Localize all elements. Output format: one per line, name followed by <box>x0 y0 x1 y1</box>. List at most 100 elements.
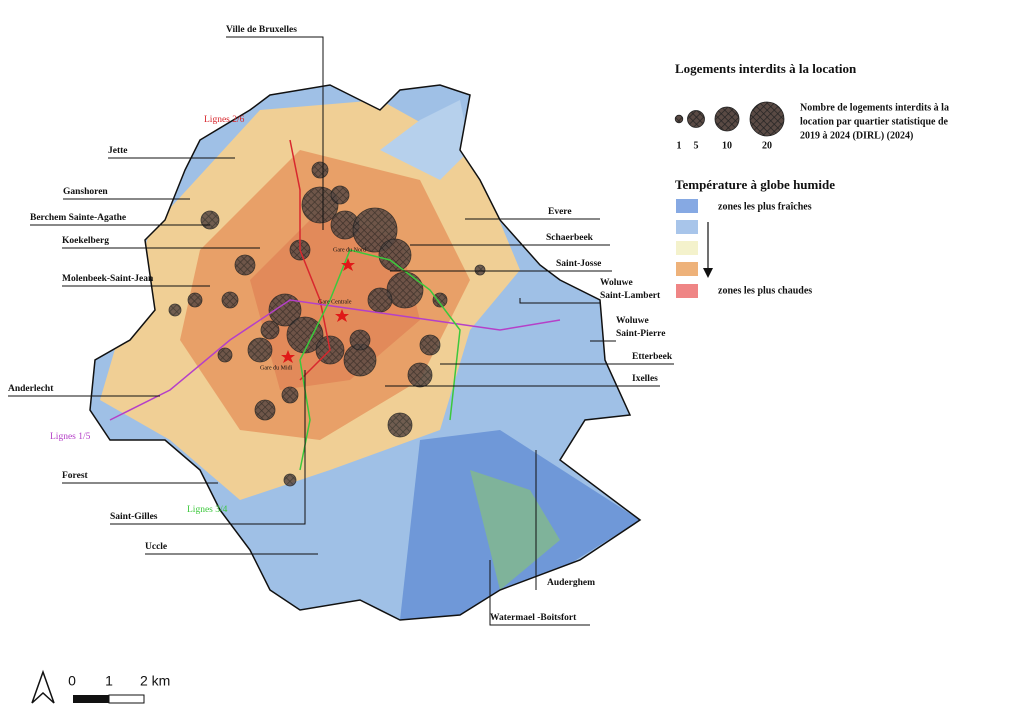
hatched-circle <box>432 292 448 308</box>
hatched-circle <box>283 473 297 487</box>
hatched-circle <box>281 386 299 404</box>
scale-bar: 0 1 2 km <box>31 669 170 704</box>
hatched-circle <box>378 238 412 272</box>
legend: Logements interdits à la location 1 5 10 20… <box>674 61 949 298</box>
metro-line-label: Lignes 1/5 <box>50 432 91 442</box>
metro-line-label: Lignes 3/4 <box>187 505 228 515</box>
hatched-circle <box>247 337 273 363</box>
temperature-title: Température à globe humide <box>675 177 835 192</box>
scale-segment <box>73 695 109 703</box>
hatched-circle <box>168 303 182 317</box>
size-description: location par quartier statistique de <box>800 116 949 127</box>
commune-label: Etterbeek <box>632 352 673 362</box>
leader-line <box>226 36 324 230</box>
hatched-circle <box>311 161 329 179</box>
commune-label: Forest <box>62 471 89 481</box>
commune-label: Molenbeek-Saint-Jean <box>62 274 154 284</box>
commune-label: Schaerbeek <box>546 233 594 243</box>
hatched-circle <box>254 399 276 421</box>
station-label: Gare Centrale <box>318 299 352 305</box>
size-label: 5 <box>694 140 699 151</box>
hatched-circle <box>268 293 302 327</box>
coolest-label: zones les plus fraîches <box>718 201 812 212</box>
temperature-legend <box>676 199 698 298</box>
hatched-circle <box>407 362 433 388</box>
size-circle <box>687 110 705 128</box>
scale-label: 1 <box>105 673 113 689</box>
size-label: 1 <box>677 140 682 151</box>
temperature-swatch <box>676 199 698 213</box>
commune-label: Uccle <box>145 542 167 552</box>
temperature-swatch <box>676 262 698 276</box>
hatched-circle <box>349 329 371 351</box>
commune-label: Woluwe <box>600 278 633 288</box>
hatched-circle <box>367 287 393 313</box>
metro-line <box>109 299 561 421</box>
size-label: 10 <box>722 140 732 151</box>
scale-label: 0 <box>68 673 76 689</box>
commune-label: Woluwe <box>616 316 649 326</box>
legend-title: Logements interdits à la location <box>675 61 857 76</box>
hatched-circle <box>474 264 486 276</box>
station-marker <box>341 258 355 271</box>
size-circle <box>749 101 785 137</box>
commune-label: Ville de Bruxelles <box>226 25 297 35</box>
scale-label: 2 km <box>140 673 170 689</box>
commune-label: Anderlecht <box>8 384 54 394</box>
metro-line <box>299 249 461 471</box>
scale-segment <box>108 694 145 704</box>
leader-line <box>110 370 306 525</box>
station-label: Gare du Midi <box>260 365 293 371</box>
north-zone <box>380 100 470 180</box>
leader-line <box>489 560 590 626</box>
green-zone <box>470 470 560 590</box>
size-circle <box>674 114 684 124</box>
commune-label: Ganshoren <box>63 187 108 197</box>
commune-label: Jette <box>108 146 128 156</box>
station-label: Gare du Nord <box>333 247 366 253</box>
legend-arrowhead <box>703 268 713 278</box>
hatched-circle <box>221 291 239 309</box>
commune-label: Koekelberg <box>62 236 109 246</box>
hatched-circle <box>187 292 203 308</box>
hatched-circle <box>234 254 256 276</box>
commune-label: Evere <box>548 207 572 217</box>
size-legend: 1 5 10 20 Nombre de logements interdits à la… <box>674 101 949 151</box>
commune-label: Watermael -Boitsfort <box>490 613 577 623</box>
hatched-circles <box>168 161 486 487</box>
size-circle <box>714 106 740 132</box>
hatched-circle <box>419 334 441 356</box>
labels: Ville de Bruxelles Jette Ganshoren Berchem … <box>8 25 674 626</box>
hatched-circle <box>386 271 424 309</box>
commune-label: Auderghem <box>547 578 595 588</box>
commune-label: Saint-Josse <box>556 259 601 269</box>
temperature-swatch <box>676 284 698 298</box>
commune-label: Saint-Gilles <box>110 512 158 522</box>
hatched-circle <box>387 412 413 438</box>
temperature-swatch <box>676 220 698 234</box>
leader-line <box>519 298 600 304</box>
hatched-circle <box>200 210 220 230</box>
north-arrow <box>31 669 55 704</box>
metro-line-label: Lignes 2/6 <box>204 115 245 125</box>
station-marker <box>281 350 295 363</box>
hatched-circle <box>286 316 324 354</box>
hatched-circle <box>217 347 233 363</box>
station-marker <box>335 309 349 322</box>
commune-label: Saint-Lambert <box>600 291 661 301</box>
hottest-label: zones les plus chaudes <box>718 285 812 296</box>
metro-lines <box>109 139 561 471</box>
hatched-circle <box>330 185 350 205</box>
commune-label: Berchem Sainte-Agathe <box>30 213 126 223</box>
size-description: Nombre de logements interdits à la <box>800 102 949 113</box>
commune-label: Ixelles <box>632 374 658 384</box>
commune-label: Saint-Pierre <box>616 329 665 339</box>
size-description: 2019 à 2024 (DIRL) (2024) <box>800 130 913 141</box>
size-label: 20 <box>762 140 772 151</box>
region-border <box>89 84 642 621</box>
hatched-circle <box>301 186 339 224</box>
hatched-circle <box>260 320 280 340</box>
temperature-swatch <box>676 241 698 255</box>
metro-line <box>289 139 331 381</box>
